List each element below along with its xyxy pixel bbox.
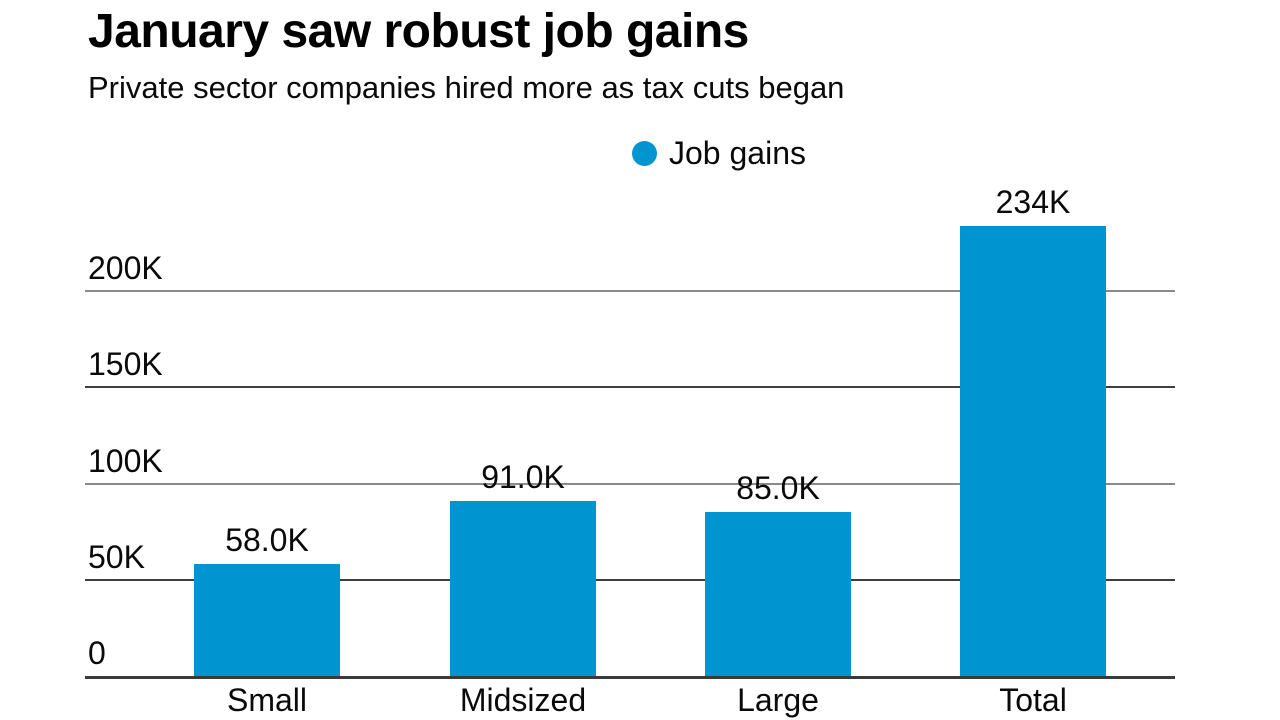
gridline-50k: [85, 578, 1175, 581]
data-label-large: 85.0K: [736, 470, 820, 507]
bar-large: [705, 512, 851, 676]
chart-legend: Job gains: [632, 136, 806, 170]
data-label-total: 234K: [995, 183, 1071, 220]
y-tick-label-150k: 150K: [88, 346, 163, 383]
legend-series-label: Job gains: [669, 135, 806, 171]
data-label-midsized: 91.0K: [481, 458, 565, 495]
gridline-200k: [85, 290, 1175, 292]
chart-subtitle: Private sector companies hired more as t…: [88, 70, 845, 105]
y-tick-label-0: 0: [88, 635, 106, 671]
data-label-small: 58.0K: [225, 522, 309, 559]
bar-total: [960, 225, 1106, 676]
gridline-150k: [85, 386, 1175, 389]
chart-title: January saw robust job gains: [88, 5, 749, 58]
x-axis-label-large: Large: [737, 682, 819, 718]
bar-small: [194, 564, 340, 676]
y-tick-label-50k: 50K: [88, 538, 145, 575]
x-axis-baseline: [85, 676, 1175, 679]
x-axis-label-total: Total: [999, 682, 1067, 718]
x-axis-label-midsized: Midsized: [459, 682, 587, 718]
legend-circle-dot-icon: [632, 140, 657, 166]
gridline-100k: [85, 482, 1175, 485]
y-tick-label-100k: 100K: [88, 442, 163, 479]
y-tick-label-200k: 200K: [88, 250, 163, 286]
x-axis-label-small: Small: [226, 682, 308, 718]
bar-midsized: [450, 500, 596, 676]
